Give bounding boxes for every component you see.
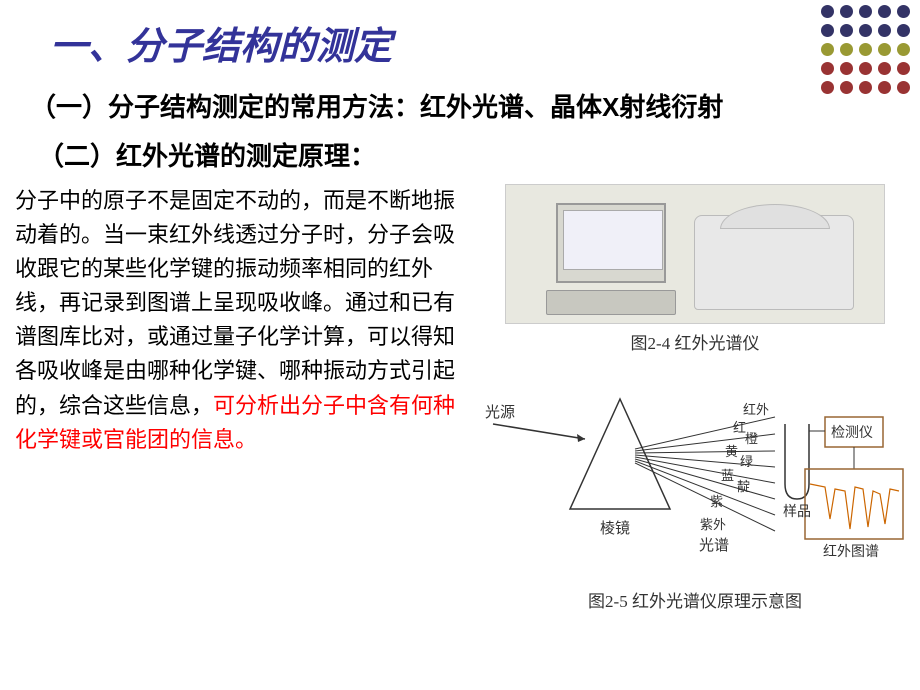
decoration-dot [840, 43, 853, 56]
label-detector: 检测仪 [831, 422, 873, 442]
decoration-dot [897, 81, 910, 94]
label-yellow: 黄 [725, 441, 738, 460]
decoration-dot [840, 81, 853, 94]
decoration-dot [897, 43, 910, 56]
section-one-heading: （一）分子结构测定的常用方法：红外光谱、晶体X射线衍射 [0, 70, 920, 127]
body-paragraph: 分子中的原子不是固定不动的，而是不断地振动着的。当一束红外线透过分子时，分子会吸… [15, 184, 475, 612]
decoration-dot [821, 5, 834, 18]
screen-shape [563, 210, 663, 270]
decoration-dot [878, 5, 891, 18]
decoration-dot [859, 24, 872, 37]
decoration-dot [821, 81, 834, 94]
decoration-dot [859, 43, 872, 56]
dot-row [821, 81, 910, 94]
spectrometer-shape [694, 215, 854, 310]
decoration-dot [859, 62, 872, 75]
spectrometer-lid [720, 204, 830, 229]
label-purple: 紫 [710, 491, 723, 510]
corner-decoration [821, 5, 910, 94]
label-sample: 样品 [783, 501, 811, 521]
dot-row [821, 5, 910, 18]
dot-row [821, 62, 910, 75]
keyboard-shape [546, 290, 676, 315]
content-row: 分子中的原子不是固定不动的，而是不断地振动着的。当一束红外线透过分子时，分子会吸… [0, 176, 920, 612]
decoration-dot [897, 24, 910, 37]
dot-row [821, 24, 910, 37]
instrument-photo [505, 184, 885, 324]
main-title: 一、分子结构的测定 [0, 0, 920, 70]
label-orange: 橙 [745, 428, 758, 447]
label-spectrum: 光谱 [699, 534, 729, 555]
decoration-dot [821, 62, 834, 75]
label-infrared: 红外 [743, 399, 769, 418]
label-ir-spectrum: 红外图谱 [823, 541, 879, 561]
decoration-dot [859, 5, 872, 18]
section-two-heading: （二）红外光谱的测定原理： [0, 127, 920, 176]
decoration-dot [897, 5, 910, 18]
monitor-shape [556, 203, 666, 283]
decoration-dot [878, 43, 891, 56]
figure-2-caption: 图2-5 红外光谱仪原理示意图 [485, 587, 905, 612]
figure-1-caption: 图2-4 红外光谱仪 [485, 329, 905, 354]
section-one-text: （一）分子结构测定的常用方法：红外光谱、晶体X射线衍射 [30, 92, 723, 122]
decoration-dot [840, 62, 853, 75]
principle-diagram: 光源 棱镜 光谱 红外 红 橙 黄 绿 蓝 靛 紫 紫外 样品 检测仪 红外图谱 [485, 369, 905, 579]
dot-row [821, 43, 910, 56]
decoration-dot [840, 24, 853, 37]
body-black-text: 分子中的原子不是固定不动的，而是不断地振动着的。当一束红外线透过分子时，分子会吸… [15, 188, 455, 418]
label-green: 绿 [740, 451, 753, 470]
slide-container: 一、分子结构的测定 （一）分子结构测定的常用方法：红外光谱、晶体X射线衍射 （二… [0, 0, 920, 690]
decoration-dot [840, 5, 853, 18]
label-blue: 蓝 [721, 465, 734, 484]
label-light-source: 光源 [485, 401, 515, 422]
decoration-dot [897, 62, 910, 75]
right-column: 图2-4 红外光谱仪 [475, 184, 905, 612]
decoration-dot [821, 24, 834, 37]
decoration-dot [878, 24, 891, 37]
decoration-dot [878, 62, 891, 75]
label-prism: 棱镜 [600, 517, 630, 538]
decoration-dot [859, 81, 872, 94]
decoration-dot [878, 81, 891, 94]
label-ultraviolet: 紫外 [700, 514, 726, 533]
decoration-dot [821, 43, 834, 56]
figure-1: 图2-4 红外光谱仪 [485, 184, 905, 354]
label-indigo: 靛 [737, 476, 750, 495]
